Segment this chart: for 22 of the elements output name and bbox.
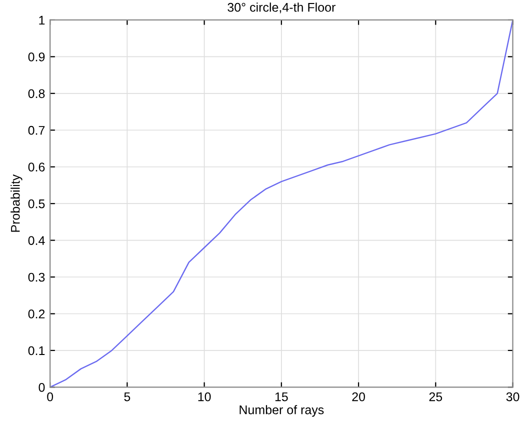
y-tick-label: 0.1 <box>28 346 45 356</box>
y-tick-label: 1 <box>39 16 45 25</box>
y-axis-title: Probability <box>10 174 22 232</box>
y-tick-label: 0.7 <box>28 126 45 135</box>
y-tick-label: 0.6 <box>28 162 45 172</box>
x-tick-label: 30 <box>506 392 520 402</box>
x-tick-label: 5 <box>124 392 130 402</box>
chart-title: 30° circle,4-th Floor <box>228 2 336 14</box>
y-tick-label: 0.4 <box>28 236 45 245</box>
y-tick-label: 0 <box>38 382 45 392</box>
x-tick-label: 25 <box>429 392 442 402</box>
x-tick-label: 20 <box>352 392 365 402</box>
x-axis-title: Number of rays <box>240 405 324 417</box>
y-tick-label: 0.5 <box>28 199 45 208</box>
y-tick-label: 0.2 <box>28 310 45 318</box>
x-tick-label: 15 <box>275 392 288 402</box>
y-tick-label: 0.8 <box>28 89 45 98</box>
x-tick-label: 10 <box>198 392 211 402</box>
y-tick-label: 0.9 <box>28 52 45 62</box>
x-tick-label: 0 <box>47 392 54 402</box>
y-tick-label: 0.3 <box>28 272 45 282</box>
line-series <box>50 20 513 388</box>
